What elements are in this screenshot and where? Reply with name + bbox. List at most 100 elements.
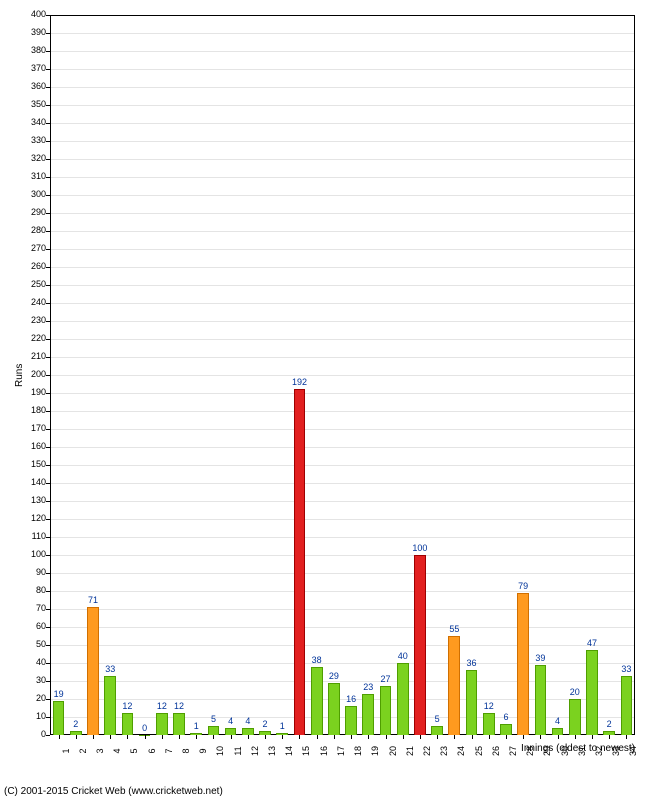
gridline — [51, 429, 634, 430]
x-tick-label: 16 — [319, 741, 329, 761]
y-tick-label: 160 — [18, 441, 46, 451]
gridline — [51, 375, 634, 376]
gridline — [51, 195, 634, 196]
x-tick-label: 23 — [439, 741, 449, 761]
y-tick-label: 230 — [18, 315, 46, 325]
gridline — [51, 123, 634, 124]
bar-value-label: 39 — [528, 653, 552, 663]
x-tick-label: 25 — [474, 741, 484, 761]
bar-value-label: 79 — [511, 581, 535, 591]
x-tick-label: 24 — [456, 741, 466, 761]
bar — [414, 555, 426, 735]
bar-value-label: 12 — [115, 701, 139, 711]
bar — [586, 650, 598, 735]
gridline — [51, 33, 634, 34]
y-tick-label: 170 — [18, 423, 46, 433]
gridline — [51, 285, 634, 286]
bar-value-label: 12 — [477, 701, 501, 711]
y-tick-label: 30 — [18, 675, 46, 685]
gridline — [51, 555, 634, 556]
gridline — [51, 393, 634, 394]
copyright-footer: (C) 2001-2015 Cricket Web (www.cricketwe… — [4, 786, 223, 797]
bar — [311, 667, 323, 735]
gridline — [51, 249, 634, 250]
y-tick-label: 180 — [18, 405, 46, 415]
x-tick-label: 33 — [611, 741, 621, 761]
y-tick-label: 310 — [18, 171, 46, 181]
gridline — [51, 177, 634, 178]
bar — [500, 724, 512, 735]
bar-value-label: 33 — [614, 664, 638, 674]
x-tick-label: 19 — [370, 741, 380, 761]
y-tick-label: 90 — [18, 567, 46, 577]
y-tick-label: 150 — [18, 459, 46, 469]
bar-value-label: 1 — [270, 721, 294, 731]
bar-value-label: 38 — [305, 655, 329, 665]
y-tick-label: 190 — [18, 387, 46, 397]
bar-value-label: 0 — [133, 723, 157, 733]
bar-value-label: 27 — [374, 674, 398, 684]
gridline — [51, 447, 634, 448]
gridline — [51, 51, 634, 52]
y-tick-label: 240 — [18, 297, 46, 307]
bar-value-label: 71 — [81, 595, 105, 605]
y-tick-label: 280 — [18, 225, 46, 235]
y-tick-label: 130 — [18, 495, 46, 505]
bar-value-label: 12 — [167, 701, 191, 711]
y-tick-label: 60 — [18, 621, 46, 631]
bar — [448, 636, 460, 735]
gridline — [51, 483, 634, 484]
y-tick-label: 20 — [18, 693, 46, 703]
y-tick-label: 70 — [18, 603, 46, 613]
bar-value-label: 47 — [580, 638, 604, 648]
gridline — [51, 609, 634, 610]
bar-value-label: 19 — [47, 689, 71, 699]
bar — [156, 713, 168, 735]
y-tick-label: 50 — [18, 639, 46, 649]
y-tick-label: 390 — [18, 27, 46, 37]
bar-value-label: 2 — [64, 719, 88, 729]
x-tick-label: 21 — [405, 741, 415, 761]
x-tick-label: 4 — [112, 741, 122, 761]
gridline — [51, 645, 634, 646]
x-tick-label: 13 — [267, 741, 277, 761]
x-tick-label: 28 — [525, 741, 535, 761]
bar — [328, 683, 340, 735]
gridline — [51, 537, 634, 538]
x-tick-label: 12 — [250, 741, 260, 761]
y-tick-label: 210 — [18, 351, 46, 361]
x-tick-label: 30 — [560, 741, 570, 761]
gridline — [51, 69, 634, 70]
bar — [483, 713, 495, 735]
bar-value-label: 40 — [391, 651, 415, 661]
bar-value-label: 100 — [408, 543, 432, 553]
x-tick-label: 31 — [577, 741, 587, 761]
y-tick-label: 360 — [18, 81, 46, 91]
bar — [621, 676, 633, 735]
y-tick-label: 140 — [18, 477, 46, 487]
bar — [380, 686, 392, 735]
gridline — [51, 213, 634, 214]
bar — [569, 699, 581, 735]
gridline — [51, 627, 634, 628]
gridline — [51, 591, 634, 592]
bar-value-label: 29 — [322, 671, 346, 681]
gridline — [51, 87, 634, 88]
gridline — [51, 303, 634, 304]
gridline — [51, 357, 634, 358]
y-tick-label: 10 — [18, 711, 46, 721]
bar — [362, 694, 374, 735]
y-tick-label: 400 — [18, 9, 46, 19]
x-tick-label: 32 — [594, 741, 604, 761]
gridline — [51, 681, 634, 682]
y-tick-label: 340 — [18, 117, 46, 127]
bar-value-label: 5 — [425, 714, 449, 724]
bar — [242, 728, 254, 735]
x-tick-label: 20 — [388, 741, 398, 761]
gridline — [51, 501, 634, 502]
bar — [397, 663, 409, 735]
y-tick-label: 200 — [18, 369, 46, 379]
bar — [535, 665, 547, 735]
y-tick-label: 350 — [18, 99, 46, 109]
x-tick-label: 10 — [215, 741, 225, 761]
